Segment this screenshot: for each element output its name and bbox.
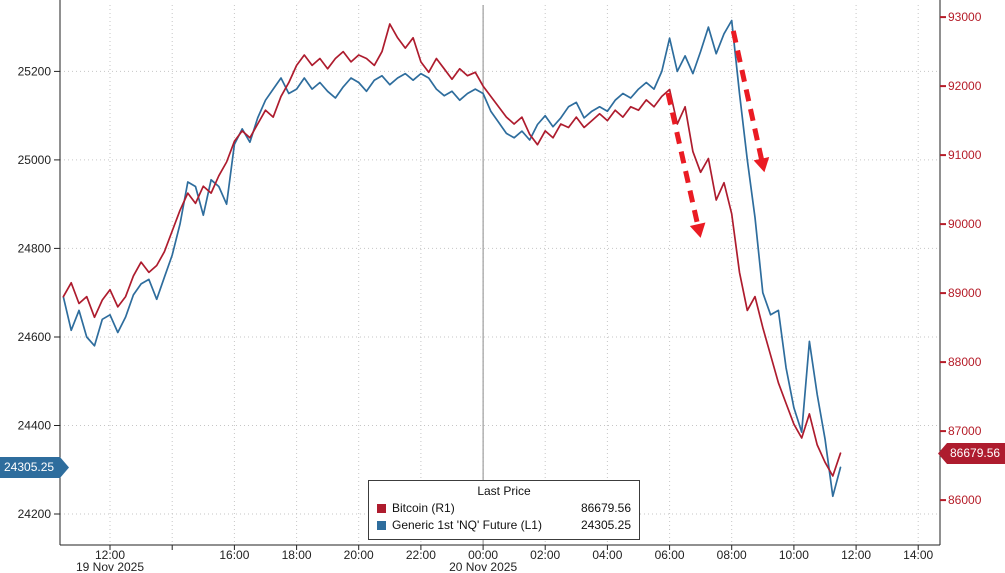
crash-arrow-1-head [689, 222, 706, 238]
nq-swatch-icon [377, 521, 386, 530]
bitcoin-swatch-icon [377, 504, 386, 513]
nq-legend-label: Generic 1st 'NQ' Future (L1) [392, 518, 542, 532]
right-axis-tick-label: 88000 [948, 355, 982, 369]
nq-last-price: 24305.25 [580, 518, 631, 532]
left-axis-tick-label: 24800 [18, 241, 52, 255]
date-label: 19 Nov 2025 [76, 560, 144, 573]
right-axis-tick-label: 89000 [948, 286, 982, 300]
bitcoin-last-price: 86679.56 [580, 501, 631, 515]
left-axis-tick-label: 25200 [18, 64, 52, 78]
left-axis-tick-label: 24600 [18, 330, 52, 344]
crash-arrow-1 [665, 92, 701, 227]
time-tick-label: 18:00 [282, 548, 312, 562]
time-tick-label: 14:00 [903, 548, 933, 562]
legend-row-nq: Generic 1st 'NQ' Future (L1) 24305.25 [377, 517, 631, 534]
time-tick-label: 02:00 [530, 548, 560, 562]
legend-title: Last Price [477, 484, 531, 498]
right-axis-tick-label: 87000 [948, 424, 982, 438]
time-tick-label: 20:00 [344, 548, 374, 562]
left-axis-tick-label: 24200 [18, 507, 52, 521]
time-tick-label: 08:00 [717, 548, 747, 562]
right-axis-tick-label: 93000 [948, 10, 982, 24]
nq-last-price-tag: 24305.25 [0, 457, 69, 478]
time-tick-label: 06:00 [655, 548, 685, 562]
left-axis-tick-label: 25000 [18, 153, 52, 167]
time-tick-label: 04:00 [592, 548, 622, 562]
btc-last-price-tag: 86679.56 [938, 443, 1005, 464]
nq-series-line [62, 19, 842, 498]
right-axis-tick-label: 86000 [948, 493, 982, 507]
legend-row-bitcoin: Bitcoin (R1) 86679.56 [377, 500, 631, 517]
right-axis-tick-label: 91000 [948, 148, 982, 162]
legend: Last Price Bitcoin (R1) 86679.56 Generic… [368, 480, 640, 540]
btc-series-line [62, 23, 842, 477]
left-axis-tick-label: 24400 [18, 419, 52, 433]
right-axis-tick-label: 92000 [948, 79, 982, 93]
crash-arrow-2-head [753, 157, 770, 173]
bitcoin-legend-label: Bitcoin (R1) [392, 501, 455, 515]
time-tick-label: 00:00 [468, 548, 498, 562]
time-tick-label: 10:00 [779, 548, 809, 562]
right-axis-tick-label: 90000 [948, 217, 982, 231]
time-tick-label: 22:00 [406, 548, 436, 562]
time-tick-label: 12:00 [95, 548, 125, 562]
time-tick-label: 12:00 [841, 548, 871, 562]
crash-arrow-2 [730, 30, 765, 162]
time-tick-label: 16:00 [219, 548, 249, 562]
date-label: 20 Nov 2025 [449, 560, 517, 573]
